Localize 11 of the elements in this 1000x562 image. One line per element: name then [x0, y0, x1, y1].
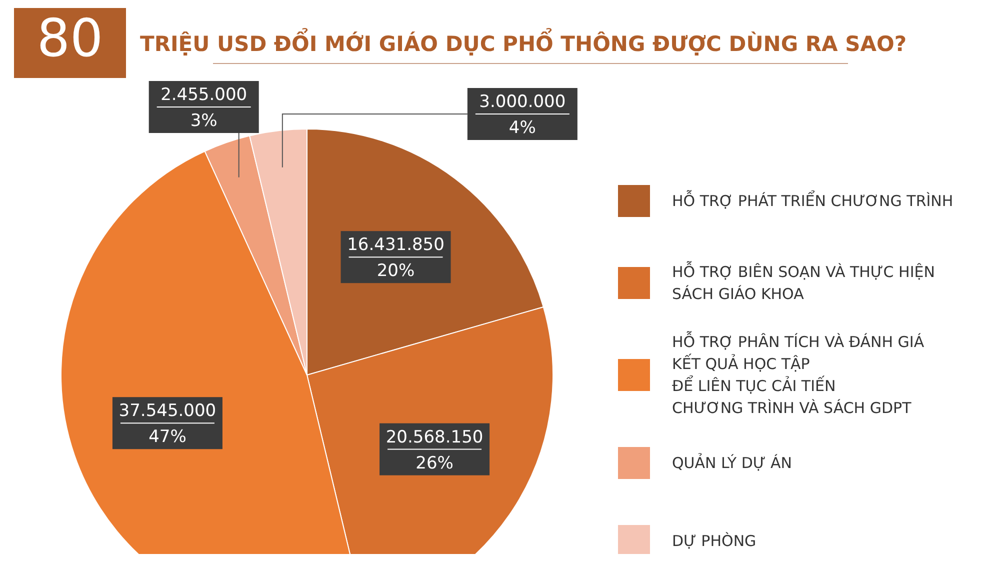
legend-label: HỖ TRỢ PHÁT TRIỂN CHƯƠNG TRÌNH — [672, 190, 954, 212]
legend-label: QUẢN LÝ DỰ ÁN — [672, 452, 792, 474]
data-label: 3.000.000 4% — [479, 92, 566, 138]
legend-label: DỰ PHÒNG — [672, 531, 756, 552]
data-label: 20.568.150 26% — [386, 427, 484, 474]
chart-title: 80 TRIỆU USD ĐỔI MỚI GIÁO DỤC PHỔ THÔNG ĐƯỢC DÙNG RA SAO? — [36, 8, 907, 71]
legend-label: HỖ TRỢ BIÊN SOẠN VÀ THỰC HIỆN SÁCH GIÁO KHOA — [672, 261, 935, 305]
legend-label: HỖ TRỢ PHÂN TÍCH VÀ ĐÁNH GIÁ KẾT QUẢ HỌC TẬP ĐỂ LIÊN TỤC CẢI TIẾN CHƯƠNG TRÌNH VÀ SÁCH GDPT — [672, 331, 924, 419]
data-label: 2.455.000 3% — [160, 85, 248, 131]
data-label: 37.545.000 47% — [118, 401, 216, 448]
data-label: 16.431.850 20% — [347, 235, 444, 282]
